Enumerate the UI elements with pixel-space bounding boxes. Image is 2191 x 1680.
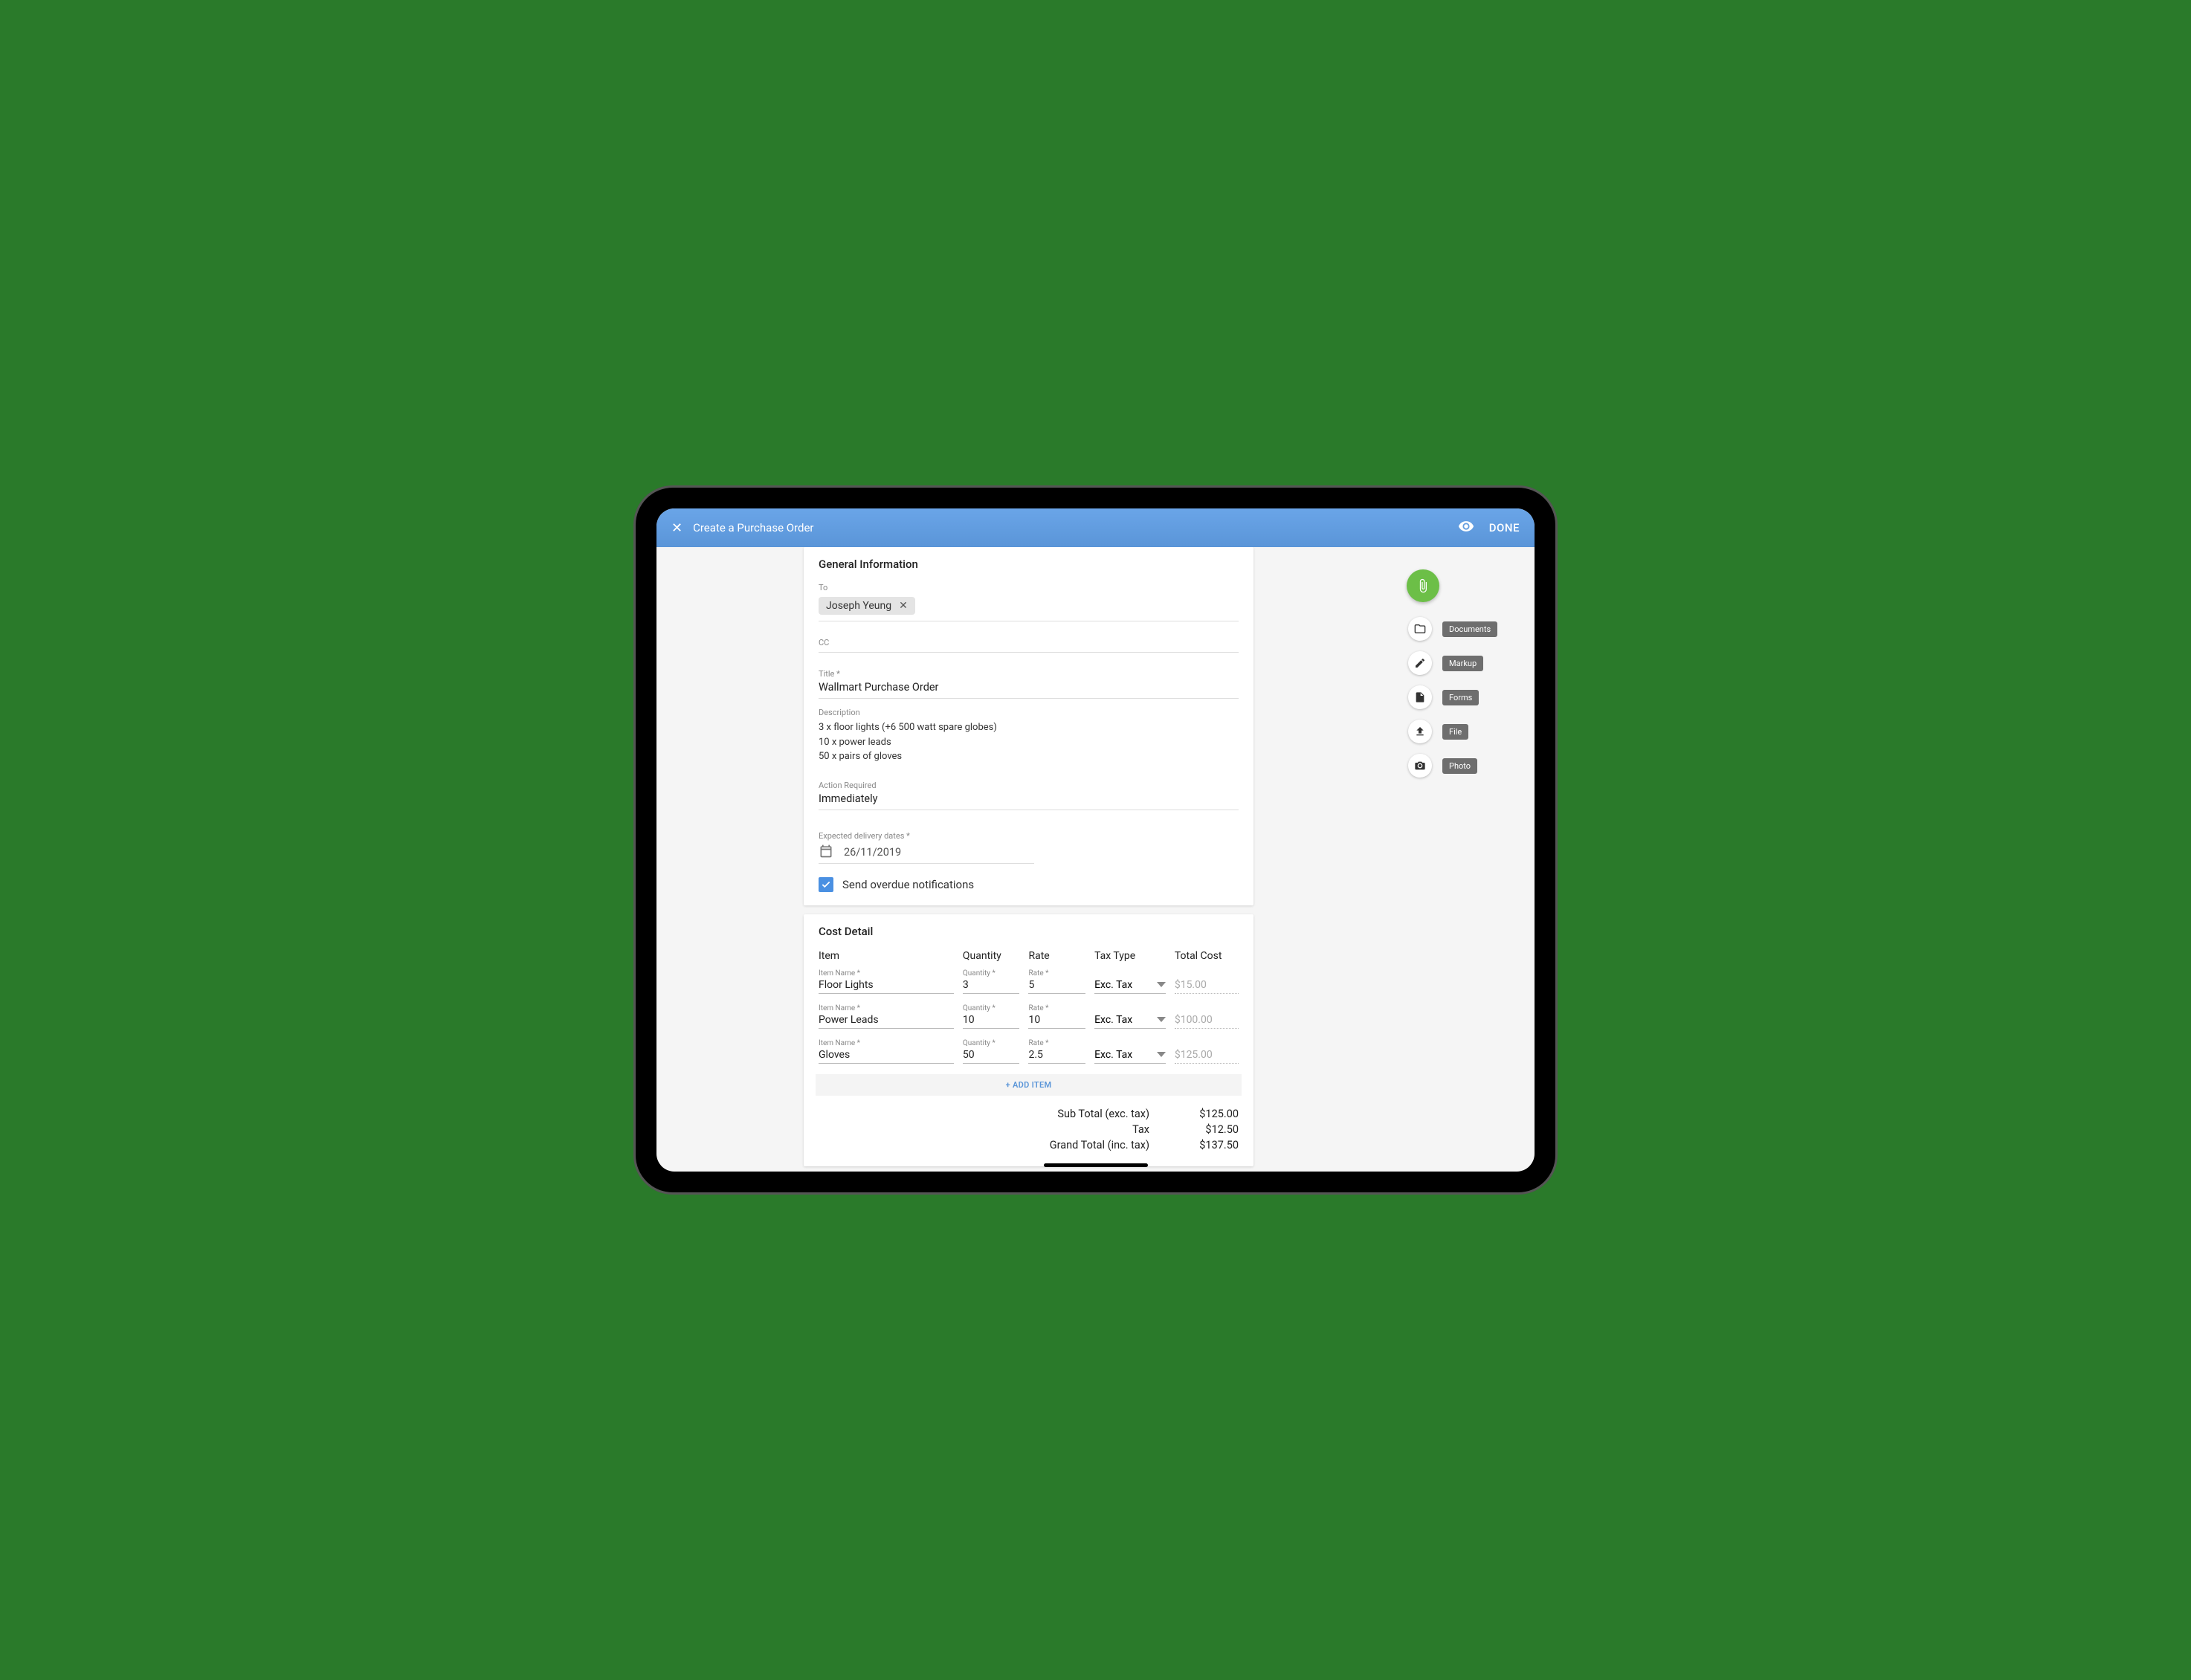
tax-label: Tax bbox=[1132, 1123, 1149, 1136]
tax-type-select[interactable]: Exc. Tax bbox=[1094, 1047, 1166, 1064]
general-info-card: General Information To Joseph Yeung ✕ bbox=[804, 547, 1253, 905]
to-chip-name: Joseph Yeung bbox=[826, 600, 891, 612]
item-name-input[interactable]: Gloves bbox=[819, 1047, 954, 1064]
to-chip: Joseph Yeung ✕ bbox=[819, 597, 915, 615]
item-qty-input[interactable]: 10 bbox=[963, 1012, 1020, 1029]
col-rate: Rate bbox=[1028, 950, 1085, 962]
side-label: Documents bbox=[1442, 621, 1497, 637]
side-label: File bbox=[1442, 724, 1468, 740]
title-input[interactable]: Wallmart Purchase Order bbox=[819, 679, 1239, 694]
totals-block: Sub Total (exc. tax) $125.00 Tax $12.50 Gr… bbox=[819, 1106, 1239, 1153]
item-name-input[interactable]: Floor Lights bbox=[819, 978, 954, 994]
desc-line: 3 x floor lights (+6 500 watt spare glob… bbox=[819, 720, 1239, 735]
tax-type-select[interactable]: Exc. Tax bbox=[1094, 978, 1166, 994]
side-item-markup[interactable]: Markup bbox=[1408, 651, 1512, 675]
screen: ✕ Create a Purchase Order DONE General I… bbox=[656, 508, 1535, 1172]
side-item-photo[interactable]: Photo bbox=[1408, 754, 1512, 778]
overdue-checkbox[interactable] bbox=[819, 877, 833, 892]
delivery-date-label: Expected delivery dates * bbox=[819, 831, 1239, 841]
side-label: Photo bbox=[1442, 758, 1477, 774]
grandtotal-label: Grand Total (inc. tax) bbox=[1050, 1139, 1149, 1151]
cost-columns: Item Quantity Rate Tax Type Total Cost bbox=[819, 950, 1239, 962]
col-qty: Quantity bbox=[963, 950, 1020, 962]
description-label: Description bbox=[819, 708, 1239, 717]
pencil-icon bbox=[1414, 657, 1426, 669]
action-required-label: Action Required bbox=[819, 781, 1239, 790]
cost-row: Item Name *Gloves Quantity *50 Rate *2.5… bbox=[819, 1039, 1239, 1064]
cc-label[interactable]: CC bbox=[819, 638, 1239, 647]
general-heading: General Information bbox=[819, 558, 1239, 571]
item-total: $100.00 bbox=[1175, 1012, 1239, 1029]
paperclip-icon bbox=[1416, 578, 1430, 593]
col-item: Item bbox=[819, 950, 954, 962]
topbar: ✕ Create a Purchase Order DONE bbox=[656, 508, 1535, 547]
delivery-date-value[interactable]: 26/11/2019 bbox=[844, 844, 901, 859]
chevron-down-icon bbox=[1157, 1017, 1166, 1022]
item-total: $125.00 bbox=[1175, 1047, 1239, 1064]
description-input[interactable]: 3 x floor lights (+6 500 watt spare glob… bbox=[819, 717, 1239, 767]
attach-button[interactable] bbox=[1407, 569, 1439, 602]
chevron-down-icon bbox=[1157, 1052, 1166, 1057]
item-name-input[interactable]: Power Leads bbox=[819, 1012, 954, 1029]
tax-type-select[interactable]: Exc. Tax bbox=[1094, 1012, 1166, 1029]
item-qty-input[interactable]: 50 bbox=[963, 1047, 1020, 1064]
desc-line: 10 x power leads bbox=[819, 735, 1239, 750]
camera-icon bbox=[1414, 760, 1426, 772]
item-qty-input[interactable]: 3 bbox=[963, 978, 1020, 994]
item-rate-input[interactable]: 10 bbox=[1028, 1012, 1085, 1029]
done-button[interactable]: DONE bbox=[1489, 521, 1520, 534]
title-field-label: Title * bbox=[819, 669, 1239, 679]
item-rate-input[interactable]: 5 bbox=[1028, 978, 1085, 994]
side-item-file[interactable]: File bbox=[1408, 720, 1512, 743]
side-item-documents[interactable]: Documents bbox=[1408, 617, 1512, 641]
overdue-label: Send overdue notifications bbox=[842, 878, 974, 891]
subtotal-value: $125.00 bbox=[1179, 1108, 1239, 1120]
page-title: Create a Purchase Order bbox=[693, 521, 813, 534]
document-icon bbox=[1414, 691, 1426, 703]
tablet-frame: ✕ Create a Purchase Order DONE General I… bbox=[636, 488, 1555, 1192]
calendar-icon[interactable] bbox=[819, 844, 833, 859]
chevron-down-icon bbox=[1157, 982, 1166, 987]
chip-remove-icon[interactable]: ✕ bbox=[899, 600, 908, 612]
side-label: Markup bbox=[1442, 656, 1483, 671]
side-item-forms[interactable]: Forms bbox=[1408, 685, 1512, 709]
attachment-panel: Documents Markup Forms File Photo bbox=[1378, 547, 1512, 1172]
item-total: $15.00 bbox=[1175, 978, 1239, 994]
subtotal-label: Sub Total (exc. tax) bbox=[1057, 1108, 1149, 1120]
grandtotal-value: $137.50 bbox=[1179, 1139, 1239, 1151]
col-total: Total Cost bbox=[1175, 950, 1239, 962]
action-required-input[interactable]: Immediately bbox=[819, 790, 1239, 805]
cost-row: Item Name *Power Leads Quantity *10 Rate… bbox=[819, 1004, 1239, 1029]
side-label: Forms bbox=[1442, 690, 1479, 705]
cost-heading: Cost Detail bbox=[819, 925, 1239, 938]
upload-icon bbox=[1414, 726, 1426, 737]
close-icon[interactable]: ✕ bbox=[671, 520, 683, 536]
to-label: To bbox=[819, 583, 1239, 592]
cost-detail-card: Cost Detail Item Quantity Rate Tax Type … bbox=[804, 914, 1253, 1166]
folder-icon bbox=[1414, 623, 1426, 635]
item-rate-input[interactable]: 2.5 bbox=[1028, 1047, 1085, 1064]
cost-row: Item Name *Floor Lights Quantity *3 Rate… bbox=[819, 969, 1239, 994]
preview-icon[interactable] bbox=[1458, 518, 1474, 537]
col-tax: Tax Type bbox=[1094, 950, 1166, 962]
desc-line: 50 x pairs of gloves bbox=[819, 749, 1239, 764]
home-indicator bbox=[1044, 1163, 1148, 1167]
add-item-button[interactable]: + ADD ITEM bbox=[816, 1074, 1242, 1096]
tax-value: $12.50 bbox=[1179, 1123, 1239, 1136]
